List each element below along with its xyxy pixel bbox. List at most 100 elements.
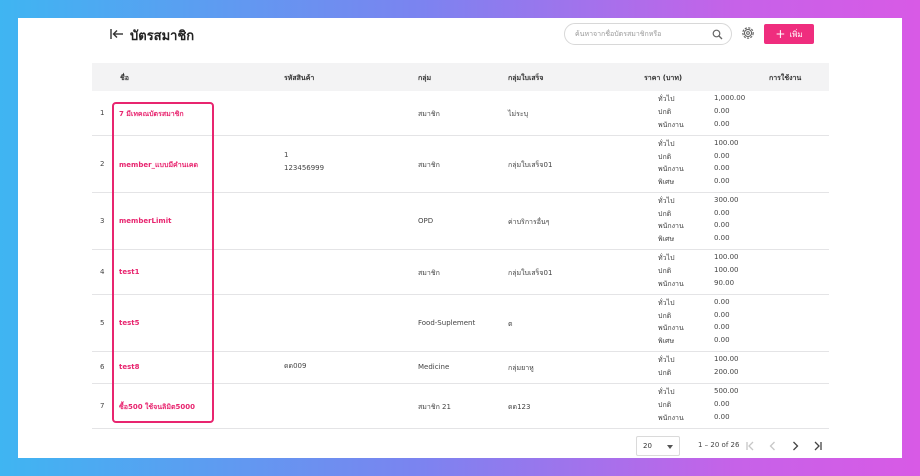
product-code: 1 bbox=[284, 151, 289, 159]
back-icon[interactable] bbox=[110, 28, 124, 40]
card-name-link[interactable]: test5 bbox=[119, 318, 140, 327]
price-value: 90.00 bbox=[714, 278, 735, 287]
prev-page-icon[interactable] bbox=[766, 439, 780, 453]
price-type: พิเศษ bbox=[658, 178, 675, 187]
product-code: 123456999 bbox=[284, 163, 325, 172]
price-type: ปกติ bbox=[658, 267, 672, 276]
price-type: ทั่วไป bbox=[658, 139, 675, 148]
price-value: 100.00 bbox=[714, 355, 739, 364]
group: สมาชิก bbox=[418, 109, 440, 118]
last-page-icon[interactable] bbox=[810, 439, 824, 453]
price-type: พิเศษ bbox=[658, 235, 675, 244]
add-button[interactable]: + เพิ่ม bbox=[764, 24, 814, 44]
price-type: ปกติ bbox=[658, 401, 672, 410]
price-value: 0.00 bbox=[714, 208, 730, 217]
chevron-down-icon bbox=[667, 445, 673, 449]
price-type: ทั่วไป bbox=[658, 95, 675, 104]
price-value: 100.00 bbox=[714, 253, 739, 262]
row-index: 1 bbox=[100, 108, 105, 117]
search-input[interactable]: ค้นหาจากชื่อบัตรสมาชิกหรือ bbox=[564, 23, 732, 45]
price-value: 0.00 bbox=[714, 310, 730, 319]
group: สมาชิก 21 bbox=[418, 402, 451, 411]
table-row[interactable]: 4 test1 สมาชิก กลุ่มใบเสร็จ01 ทั่วไป 100.00 ปก… bbox=[92, 250, 829, 295]
price-type: ทั่วไป bbox=[658, 356, 675, 365]
column-group: กลุ่ม bbox=[418, 74, 432, 82]
product-code: ดด009 bbox=[284, 361, 307, 370]
table-row[interactable]: 1 7 มีเทคณบัตรสมาชิก สมาชิก ไม่ระบุ ทั่วไป 1,… bbox=[92, 91, 829, 136]
plus-icon: + bbox=[775, 27, 786, 41]
group: OPD bbox=[418, 216, 434, 225]
column-code: รหัสสินค้า bbox=[284, 74, 315, 82]
group: สมาชิก bbox=[418, 268, 440, 277]
row-index: 2 bbox=[100, 159, 105, 168]
price-value: 0.00 bbox=[714, 177, 730, 186]
rows-per-page-value: 20 bbox=[643, 442, 652, 450]
search-icon[interactable] bbox=[712, 29, 723, 40]
page-title: บัตรสมาชิก bbox=[130, 29, 195, 44]
price-type: ปกติ bbox=[658, 209, 672, 218]
price-type: พิเศษ bbox=[658, 337, 675, 346]
price-value: 0.00 bbox=[714, 234, 730, 243]
receipt-group: ดด123 bbox=[508, 402, 531, 411]
price-value: 0.00 bbox=[714, 119, 730, 128]
price-type: ปกติ bbox=[658, 152, 672, 161]
price-value: 0.00 bbox=[714, 400, 730, 409]
card-name-link[interactable]: memberLimit bbox=[119, 216, 172, 225]
next-page-icon[interactable] bbox=[788, 439, 802, 453]
table-row[interactable]: 6 test8 ดด009 Medicine กลุ่มยาหู ทั่วไป 100.00… bbox=[92, 352, 829, 384]
price-value: 500.00 bbox=[714, 387, 739, 396]
price-type: พนักงาน bbox=[658, 165, 684, 174]
column-price: ราคา (บาท) bbox=[644, 74, 683, 82]
table-row[interactable]: 7 ซื้อ500 ใช้จนลิมิต5000 สมาชิก 21 ดด123 ทั่… bbox=[92, 384, 829, 429]
gear-icon[interactable] bbox=[740, 25, 756, 41]
card-name-link[interactable]: member_แบบมีคำนเคด bbox=[119, 160, 199, 169]
table-row[interactable]: 3 memberLimit OPD ค่าบริการอื่นๆ ทั่วไป 300.0… bbox=[92, 193, 829, 250]
price-value: 100.00 bbox=[714, 138, 739, 147]
price-type: ปกติ bbox=[658, 311, 672, 320]
table-header: ชื่อ รหัสสินค้า กลุ่ม กลุ่มใบเสร็จ ราคา … bbox=[92, 63, 829, 91]
name-column-highlight bbox=[112, 102, 214, 423]
column-usage: การใช้งาน bbox=[769, 74, 802, 82]
page-header: บัตรสมาชิก ค้นหาจากชื่อบัตรสมาชิกหรือ + … bbox=[18, 18, 902, 58]
price-type: ปกติ bbox=[658, 108, 672, 117]
card-name-link[interactable]: test8 bbox=[119, 363, 140, 371]
price-type: ทั่วไป bbox=[658, 254, 675, 263]
receipt-group: กลุ่มใบเสร็จ01 bbox=[508, 160, 553, 169]
row-index: 3 bbox=[100, 216, 105, 225]
price-value: 0.00 bbox=[714, 412, 730, 421]
price-value: 0.00 bbox=[714, 221, 730, 230]
group: Food-Suplement bbox=[418, 318, 476, 327]
group: Medicine bbox=[418, 363, 450, 371]
receipt-group: กลุ่มยาหู bbox=[508, 364, 534, 372]
card-name-link[interactable]: 7 มีเทคณบัตรสมาชิก bbox=[119, 109, 184, 118]
card-name-link[interactable]: ซื้อ500 ใช้จนลิมิต5000 bbox=[119, 402, 195, 411]
page-range: 1 – 20 of 26 bbox=[698, 441, 740, 449]
table-row[interactable]: 5 test5 Food-Suplement ต ทั่วไป 0.00 ปกติ 0.00 พ… bbox=[92, 295, 829, 352]
row-index: 7 bbox=[100, 401, 105, 410]
price-type: พนักงาน bbox=[658, 279, 684, 288]
price-type: ทั่วไป bbox=[658, 196, 675, 205]
price-value: 0.00 bbox=[714, 151, 730, 160]
rows-per-page-select[interactable]: 20 bbox=[636, 436, 680, 456]
receipt-group: กลุ่มใบเสร็จ01 bbox=[508, 268, 553, 277]
card-name-link[interactable]: test1 bbox=[119, 267, 140, 276]
search-placeholder: ค้นหาจากชื่อบัตรสมาชิกหรือ bbox=[575, 30, 662, 38]
pagination: 20 1 – 20 of 26 bbox=[18, 436, 902, 456]
table-row[interactable]: 2 member_แบบมีคำนเคด 1 123456999 สมาชิก กลุ่ม… bbox=[92, 136, 829, 193]
first-page-icon[interactable] bbox=[744, 439, 758, 453]
price-value: 0.00 bbox=[714, 107, 730, 116]
price-value: 100.00 bbox=[714, 266, 739, 275]
receipt-group: ค่าบริการอื่นๆ bbox=[508, 217, 550, 226]
price-value: 200.00 bbox=[714, 367, 739, 376]
row-index: 5 bbox=[100, 318, 105, 327]
receipt-group: ต bbox=[508, 319, 513, 328]
receipt-group: ไม่ระบุ bbox=[508, 109, 529, 118]
price-value: 1,000.00 bbox=[714, 94, 746, 103]
add-button-label: เพิ่ม bbox=[789, 29, 803, 39]
row-index: 6 bbox=[100, 363, 105, 371]
group: สมาชิก bbox=[418, 160, 440, 169]
price-type: ทั่วไป bbox=[658, 298, 675, 307]
column-name: ชื่อ bbox=[120, 74, 129, 82]
price-type: พนักงาน bbox=[658, 222, 684, 231]
